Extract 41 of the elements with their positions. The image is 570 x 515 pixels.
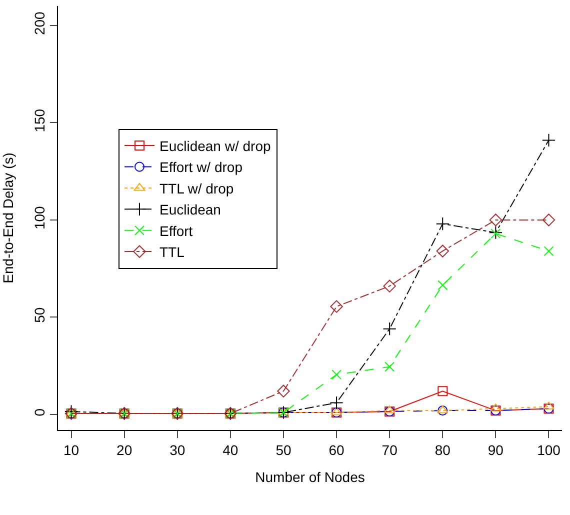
x-tick-label: 60 — [328, 442, 345, 458]
point — [438, 406, 448, 416]
y-tick-label: 150 — [31, 108, 48, 132]
legend-label: Effort — [159, 222, 193, 239]
legend-label: TTL — [159, 244, 185, 260]
point — [490, 228, 501, 239]
legend-label: TTL w/ drop — [159, 180, 234, 196]
point — [332, 370, 342, 380]
y-tick-label: 100 — [31, 206, 48, 230]
point — [277, 384, 290, 398]
point — [330, 396, 344, 410]
point — [436, 217, 450, 231]
x-tick-label: 80 — [434, 442, 451, 458]
x-tick-label: 50 — [276, 442, 292, 458]
point — [488, 226, 502, 240]
legend-label: Euclidean — [159, 202, 221, 218]
y-tick-label: 50 — [31, 307, 48, 323]
point — [542, 133, 556, 147]
x-tick-label: 40 — [222, 442, 238, 458]
x-tick-label: 10 — [63, 442, 80, 458]
point — [436, 244, 449, 258]
point — [383, 280, 396, 292]
x-axis-title: Number of Nodes — [255, 469, 365, 486]
point — [544, 246, 554, 256]
point — [384, 362, 395, 372]
legend-label: Effort w/ drop — [159, 159, 243, 176]
y-axis-title: End-to-End Delay (s) — [0, 152, 16, 284]
x-tick-label: 20 — [116, 442, 132, 458]
point — [382, 322, 396, 336]
point — [489, 214, 502, 226]
legend-label: Euclidean w/ drop — [159, 138, 271, 154]
x-tick-label: 90 — [488, 442, 504, 458]
point — [438, 386, 448, 396]
x-tick-label: 100 — [537, 442, 561, 458]
x-tick-label: 30 — [170, 442, 186, 458]
point — [330, 300, 343, 313]
y-tick-label: 0 — [31, 408, 48, 416]
y-tick-label: 200 — [31, 11, 48, 36]
x-tick-label: 70 — [382, 442, 398, 458]
point — [438, 280, 448, 290]
point — [542, 214, 556, 226]
